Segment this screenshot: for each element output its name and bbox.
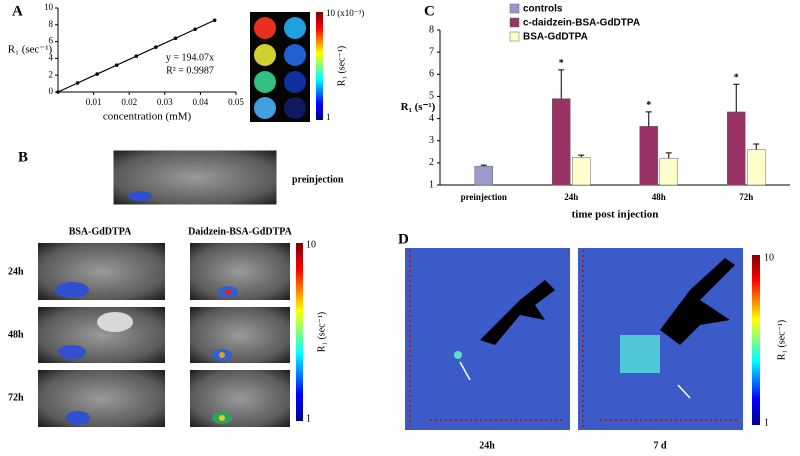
data-point xyxy=(154,45,158,49)
x-tick-label: 0.04 xyxy=(193,97,209,107)
y-tick-label: 8 xyxy=(429,24,434,35)
error-bar xyxy=(733,83,740,112)
significance-mark: * xyxy=(646,100,651,111)
y-tick-label: 3 xyxy=(429,135,434,146)
x-axis-label: concentration (mM) xyxy=(103,111,192,123)
colorbar xyxy=(296,243,303,421)
x-tick-label: 0.02 xyxy=(121,97,137,107)
panel-label: B xyxy=(18,149,28,165)
y-tick-label: 10 xyxy=(44,2,54,12)
bar xyxy=(474,165,493,186)
row-label: 72h xyxy=(8,392,24,403)
row-label: 24h xyxy=(8,266,24,277)
image-label: 7 d xyxy=(653,440,667,451)
x-tick-label: 0.05 xyxy=(228,97,244,107)
significance-mark: * xyxy=(559,58,564,69)
x-axis-label: time post injection xyxy=(572,209,659,221)
r1-maps xyxy=(405,248,743,430)
column-label: BSA-GdDTPA xyxy=(69,226,132,237)
y-tick-label: 4 xyxy=(429,113,434,124)
data-point xyxy=(173,36,178,41)
y-tick-label: 5 xyxy=(429,91,434,102)
bar xyxy=(639,126,658,186)
bar xyxy=(727,111,746,186)
y-tick-label: 2 xyxy=(429,157,434,168)
bar xyxy=(572,157,591,186)
colorbar-min: 1 xyxy=(326,112,331,122)
error-bar xyxy=(665,152,672,159)
colorbar-max: 10 xyxy=(764,252,774,263)
y-tick-label: 8 xyxy=(49,19,54,29)
legend-label: c-daidzein-BSA-GdDTPA xyxy=(523,18,640,29)
colorbar-max: 10 xyxy=(306,239,316,250)
y-axis-label: R₁ (s⁻¹) xyxy=(401,101,436,113)
panel-label: C xyxy=(424,3,435,19)
data-point xyxy=(134,54,139,58)
error-bar xyxy=(578,154,585,158)
legend-label: controls xyxy=(523,4,563,15)
annotation: y = 194.07x xyxy=(166,52,214,63)
panel-label: D xyxy=(398,231,409,247)
x-tick-label: 72h xyxy=(739,192,753,202)
legend-label: BSA-GdDTPA xyxy=(523,32,588,43)
data-point xyxy=(114,63,119,67)
bar xyxy=(659,158,678,186)
legend-swatch xyxy=(509,31,520,42)
colorbar-label: R₁ (sec⁻¹) xyxy=(316,312,327,352)
colorbar xyxy=(752,255,760,425)
bar xyxy=(552,98,571,186)
significance-mark: * xyxy=(734,73,739,84)
colorbar-max: 10 (x10⁻³) xyxy=(326,8,364,18)
bar xyxy=(747,149,766,186)
y-tick-label: 0 xyxy=(49,86,54,96)
y-tick-label: 4 xyxy=(49,52,54,62)
panel-label: A xyxy=(12,3,23,19)
colorbar-min: 1 xyxy=(764,417,769,428)
legend-swatch xyxy=(509,3,520,14)
y-tick-label: 7 xyxy=(429,46,434,57)
colorbar xyxy=(316,12,323,120)
legend-swatch xyxy=(509,17,520,28)
data-point xyxy=(193,27,197,32)
colorbar-min: 1 xyxy=(306,413,311,424)
annotation: R² = 0.9987 xyxy=(166,65,214,76)
x-tick-label: 0.01 xyxy=(86,97,102,107)
y-tick-label: 6 xyxy=(429,69,434,80)
mri-images xyxy=(38,149,290,427)
colorbar-label: R₁ (sec⁻¹) xyxy=(336,46,347,86)
x-tick-label: preinjection xyxy=(461,192,507,202)
error-bar xyxy=(753,143,760,150)
error-bar xyxy=(480,164,487,167)
data-point xyxy=(75,81,80,85)
image-label: 24h xyxy=(479,440,495,451)
phantoms xyxy=(254,17,306,119)
x-tick-label: 48h xyxy=(652,192,666,202)
colorbar-label: R₁ (sec⁻¹) xyxy=(776,320,787,360)
data-point xyxy=(95,72,99,76)
x-tick-label: 24h xyxy=(564,192,578,202)
y-tick-label: 6 xyxy=(49,36,54,46)
data-point xyxy=(56,90,60,94)
column-label: Daidzein-BSA-GdDTPA xyxy=(188,226,292,237)
x-tick-label: 0.03 xyxy=(157,97,173,107)
y-axis-label: R₁ (sec⁻¹) xyxy=(8,44,53,56)
row-label: 48h xyxy=(8,329,24,340)
data-point xyxy=(212,18,217,23)
error-bar xyxy=(645,111,652,127)
image-label: preinjection xyxy=(292,174,344,185)
error-bar xyxy=(558,69,565,99)
y-tick-label: 1 xyxy=(429,179,434,190)
y-tick-label: 2 xyxy=(49,69,54,79)
